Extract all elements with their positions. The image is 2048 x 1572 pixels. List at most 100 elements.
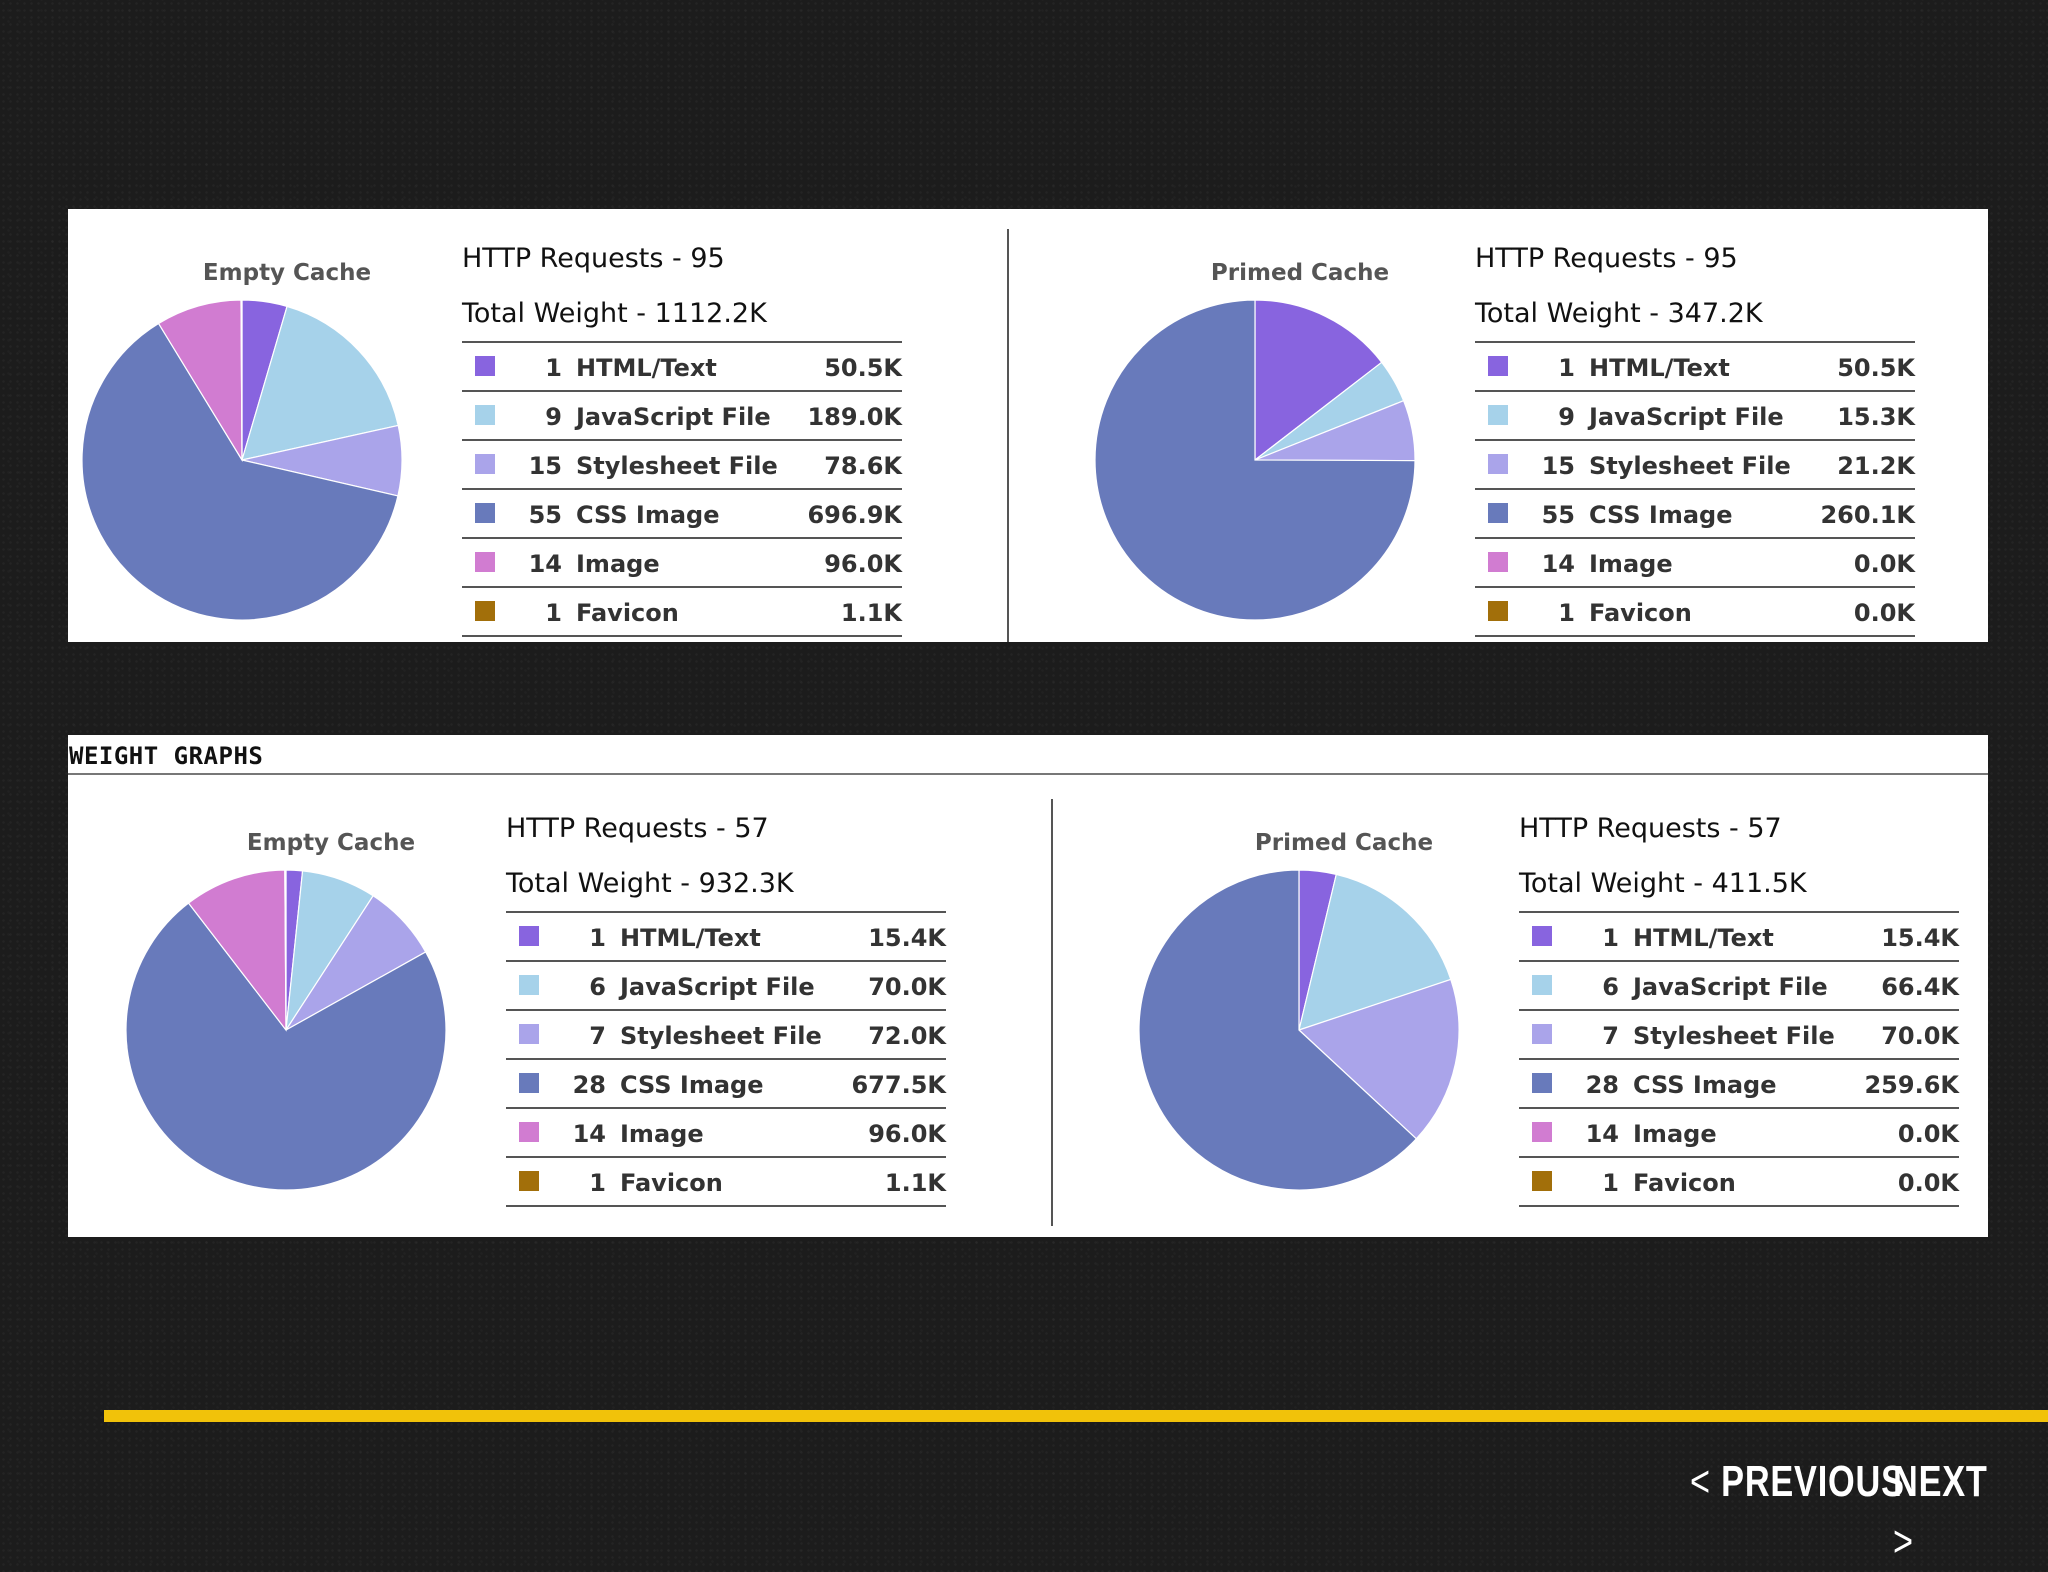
legend-swatch [475,405,495,425]
legend-count: 1 [1602,924,1619,952]
previous-button[interactable]: < PREVIOUS [1690,1452,1905,1512]
legend-size: 0.0K [1897,1120,1959,1148]
legend-row: 1 HTML/Text 50.5K [1475,343,1915,392]
legend-type: Image [1589,550,1673,578]
legend-type: Favicon [576,599,679,627]
legend-swatch [1532,1171,1552,1191]
legend-size: 0.0K [1853,550,1915,578]
legend-size: 189.0K [807,403,902,431]
legend-count: 14 [1541,550,1575,578]
stats-block: HTTP Requests - 57 Total Weight - 411.5K… [1519,801,1959,1207]
legend-type: Favicon [1633,1169,1736,1197]
legend-swatch [519,1024,539,1044]
legend-type: Favicon [620,1169,723,1197]
total-weight-label: Total Weight - 932.3K [506,868,794,899]
legend-size: 70.0K [868,973,946,1001]
legend-row: 9 JavaScript File 15.3K [1475,392,1915,441]
pie-slice-stylesheet-file [1297,978,1460,1140]
total-weight-label: Total Weight - 347.2K [1475,298,1763,329]
empty-cache-pie-chart [81,299,403,621]
chevron-left-icon: < [1690,1457,1711,1506]
legend-swatch [475,503,495,523]
next-button[interactable]: NEXT > [1893,1452,2014,1566]
previous-label: PREVIOUS [1721,1457,1905,1506]
chart-title: Empty Cache [202,260,372,286]
legend-size: 66.4K [1881,973,1959,1001]
legend-type: JavaScript File [576,403,771,431]
legend-swatch [475,601,495,621]
legend-row: 14 Image 0.0K [1519,1109,1959,1158]
legend-size: 50.5K [824,354,902,382]
legend-count: 7 [1602,1022,1619,1050]
legend-count: 1 [545,599,562,627]
legend-row: 6 JavaScript File 66.4K [1519,962,1959,1011]
legend-swatch [1488,356,1508,376]
legend-count: 1 [1602,1169,1619,1197]
legend-type: Stylesheet File [576,452,778,480]
legend-type: Stylesheet File [1633,1022,1835,1050]
legend-row: 1 Favicon 1.1K [462,588,902,637]
legend-size: 1.1K [884,1169,946,1197]
legend-table: 1 HTML/Text 50.5K 9 JavaScript File 15.3K 15 St… [1475,341,1915,637]
legend-swatch [475,454,495,474]
legend-count: 55 [528,501,562,529]
legend-count: 1 [1558,599,1575,627]
pie-slice-javascript-file [1298,873,1452,1031]
legend-count: 14 [572,1120,606,1148]
legend-type: CSS Image [1589,501,1733,529]
legend-table: 1 HTML/Text 50.5K 9 JavaScript File 189.0K 15 S… [462,341,902,637]
pie-slice-javascript-file [241,305,399,461]
legend-type: Stylesheet File [1589,452,1791,480]
pie-slice-css-image [81,322,399,621]
pie-slice-favicon [284,869,287,1031]
legend-swatch [1532,1073,1552,1093]
legend-size: 0.0K [1897,1169,1959,1197]
legend-size: 15.4K [868,924,946,952]
pie-slice-css-image [1094,299,1416,621]
http-requests-label: HTTP Requests - 57 [1519,813,1782,844]
legend-size: 0.0K [1853,599,1915,627]
total-weight-label: Total Weight - 411.5K [1519,868,1807,899]
legend-swatch [519,975,539,995]
legend-type: CSS Image [620,1071,764,1099]
legend-row: 55 CSS Image 260.1K [1475,490,1915,539]
weight-graphs-panel: WEIGHT GRAPHS Empty Cache HTTP Requests … [68,735,1988,1237]
legend-row: 28 CSS Image 677.5K [506,1060,946,1109]
chart-title: Primed Cache [1210,260,1390,286]
legend-swatch [1488,454,1508,474]
weight-graphs-header: WEIGHT GRAPHS [68,735,1988,775]
legend-row: 14 Image 96.0K [462,539,902,588]
stats-block: HTTP Requests - 95 Total Weight - 1112.2… [462,231,902,637]
http-requests-label: HTTP Requests - 95 [462,243,725,274]
legend-row: 7 Stylesheet File 72.0K [506,1011,946,1060]
legend-row: 14 Image 96.0K [506,1109,946,1158]
pie-slice-css-image [1138,869,1418,1191]
legend-swatch [1532,1122,1552,1142]
legend-count: 1 [589,1169,606,1197]
legend-type: CSS Image [576,501,720,529]
legend-row: 14 Image 0.0K [1475,539,1915,588]
pie-slice-css-image [125,902,447,1191]
legend-count: 28 [572,1071,606,1099]
legend-swatch [519,1171,539,1191]
legend-swatch [475,552,495,572]
legend-row: 9 JavaScript File 189.0K [462,392,902,441]
legend-swatch [1488,601,1508,621]
legend-swatch [1488,503,1508,523]
legend-row: 28 CSS Image 259.6K [1519,1060,1959,1109]
legend-row: 1 HTML/Text 15.4K [506,913,946,962]
pie-slice-favicon [240,299,243,461]
legend-count: 6 [1602,973,1619,1001]
legend-type: Image [1633,1120,1717,1148]
legend-count: 1 [545,354,562,382]
stats-block: HTTP Requests - 95 Total Weight - 347.2K… [1475,231,1915,637]
legend-row: 55 CSS Image 696.9K [462,490,902,539]
legend-size: 50.5K [1837,354,1915,382]
legend-count: 7 [589,1022,606,1050]
legend-count: 9 [1558,403,1575,431]
legend-swatch [1532,926,1552,946]
legend-size: 70.0K [1881,1022,1959,1050]
pie-slice-image [187,869,287,1032]
legend-row: 7 Stylesheet File 70.0K [1519,1011,1959,1060]
legend-swatch [1488,405,1508,425]
